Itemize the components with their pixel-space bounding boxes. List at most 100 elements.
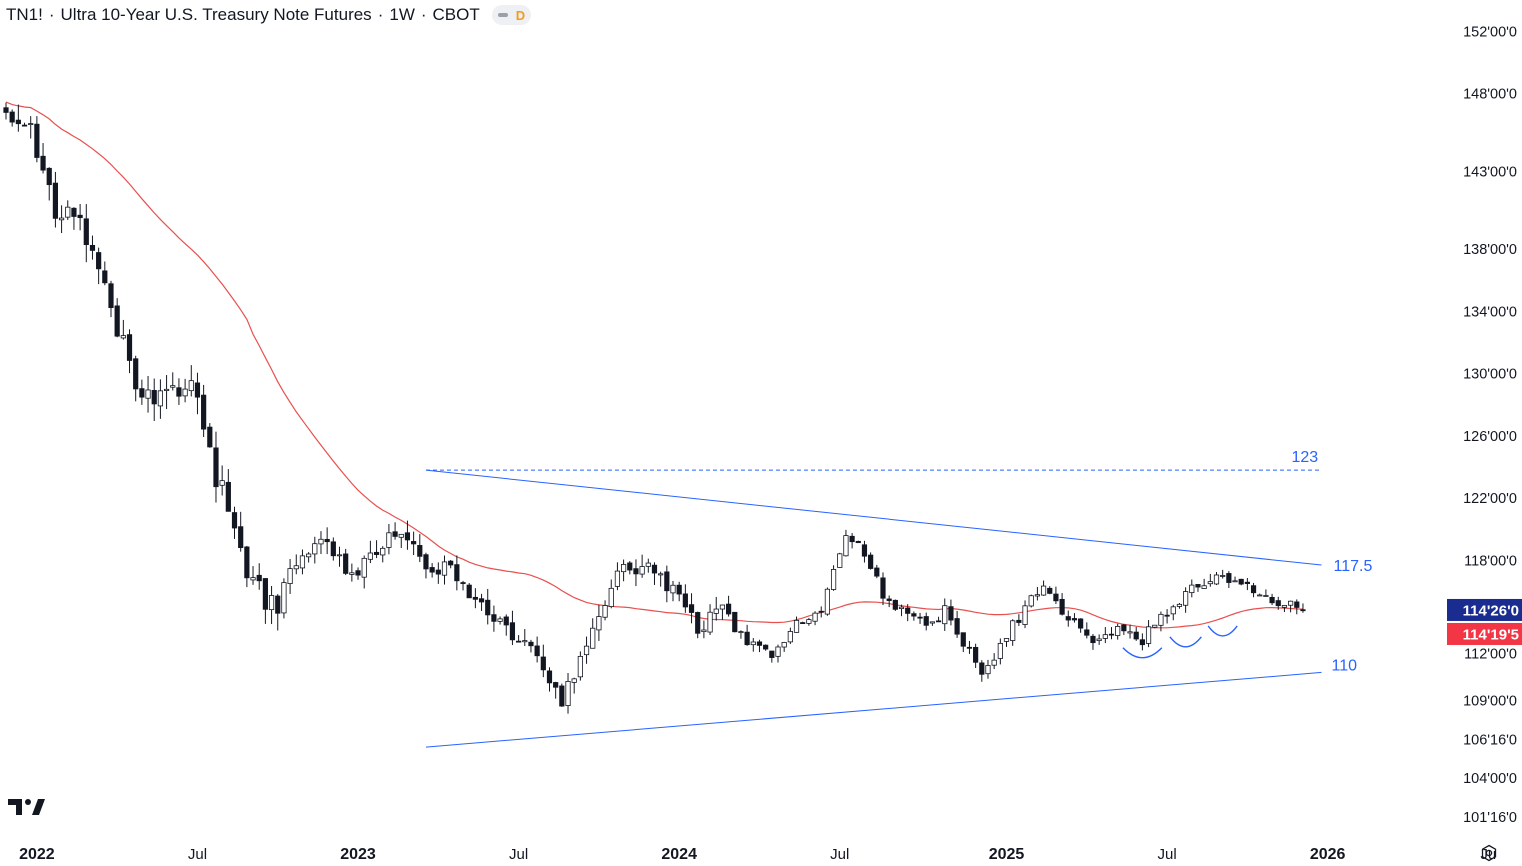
candle-body [361, 557, 367, 578]
candle-body [1040, 585, 1047, 596]
candle [1189, 579, 1195, 598]
time-tick-label: 2024 [661, 846, 697, 863]
candle-body [763, 644, 769, 650]
candle-body [1090, 635, 1096, 644]
candle [509, 610, 516, 646]
candle [392, 522, 398, 540]
candle [1250, 582, 1257, 598]
candle-body [71, 207, 77, 217]
candle [1281, 605, 1288, 613]
candle [633, 559, 639, 587]
candle [404, 520, 411, 550]
candle [732, 611, 738, 633]
candle [386, 523, 392, 555]
candle [1300, 603, 1306, 613]
candle [898, 604, 905, 617]
candle [880, 572, 886, 606]
candle [750, 638, 756, 652]
candle-body [1288, 600, 1294, 606]
candle-body [682, 593, 688, 608]
candle-body [522, 640, 528, 643]
interval-label[interactable]: 1W [389, 5, 415, 24]
candle-body [472, 596, 478, 600]
candle-body [133, 358, 139, 390]
candle-body [670, 584, 676, 594]
candle-body [553, 682, 559, 688]
price-tick-label: 106'16'0 [1463, 732, 1517, 748]
candle [472, 588, 478, 609]
candle-body [812, 612, 818, 622]
candle-body [880, 577, 886, 599]
candle-body [614, 570, 621, 587]
separator-dot: · [420, 5, 427, 24]
candle-body [516, 640, 522, 643]
candle [151, 378, 157, 421]
candle [312, 536, 318, 564]
candle-body [528, 641, 534, 647]
symbol-ticker[interactable]: TN1! [6, 5, 43, 24]
time-tick-label: 2026 [1310, 846, 1346, 863]
candle-body [658, 573, 664, 576]
price-tick-label: 143'00'0 [1463, 164, 1517, 180]
session-badge[interactable]: D [491, 5, 532, 25]
candle [546, 667, 553, 692]
candle-body [1059, 598, 1065, 615]
candle [651, 562, 658, 585]
candle-body [170, 385, 176, 388]
candle [250, 566, 256, 585]
candle-body [874, 567, 880, 577]
candle [787, 627, 793, 644]
settings-gear-icon[interactable] [1480, 844, 1498, 862]
candle-body [1096, 638, 1102, 641]
candle [40, 143, 46, 174]
candle-body [151, 390, 157, 405]
candle [201, 384, 207, 438]
candle-body [1294, 601, 1300, 608]
candle-body [1065, 616, 1071, 621]
candle [293, 554, 299, 575]
candle-body [750, 641, 756, 646]
candle [46, 167, 52, 201]
candle [176, 378, 182, 405]
candle [670, 581, 676, 602]
candle [1059, 593, 1065, 616]
time-tick-label: Jul [188, 846, 207, 863]
candle [843, 529, 849, 557]
candle [133, 355, 139, 402]
exchange-label: CBOT [432, 5, 480, 24]
candle [534, 636, 540, 663]
candle [559, 683, 565, 707]
trendline-label: 123 [1291, 449, 1318, 466]
candle [1028, 594, 1034, 608]
candle [126, 329, 133, 374]
candle [1213, 572, 1220, 586]
candle-body [651, 564, 658, 574]
candle-body [1226, 573, 1232, 583]
tradingview-logo[interactable] [8, 797, 46, 817]
candle [299, 549, 306, 575]
candle-body [1195, 584, 1201, 588]
candle [1127, 624, 1133, 639]
candle [1016, 614, 1022, 627]
candle-body [898, 606, 905, 610]
candle [34, 116, 40, 163]
candle-body [287, 568, 293, 584]
candle [874, 564, 880, 579]
candle-body [281, 582, 287, 614]
candle-body [818, 610, 824, 613]
candle [516, 635, 522, 643]
candle-body [1127, 631, 1133, 634]
candle [207, 423, 213, 448]
candle [991, 653, 997, 670]
candle [1145, 620, 1152, 648]
candle [1275, 596, 1281, 610]
candle-body [126, 334, 133, 361]
candle-body [102, 270, 108, 284]
candle [485, 588, 491, 625]
candle-body [534, 645, 540, 657]
candle-body [725, 603, 732, 615]
candle [96, 247, 102, 285]
candle-body [65, 206, 71, 218]
separator-dot: · [377, 5, 384, 24]
